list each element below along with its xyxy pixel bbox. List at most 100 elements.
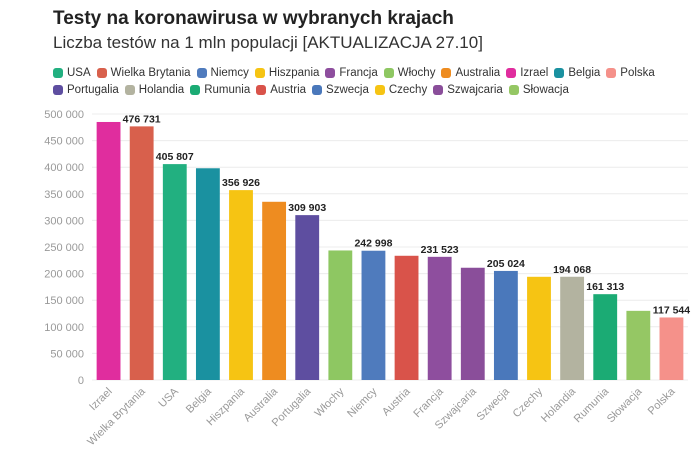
legend-item[interactable]: Portugalia: [53, 83, 119, 97]
bar[interactable]: [659, 317, 684, 380]
legend-swatch: [554, 68, 565, 78]
bar[interactable]: [295, 215, 320, 380]
legend-label: Francja: [339, 67, 378, 79]
bar[interactable]: [527, 276, 551, 380]
data-label: 356 926: [222, 177, 260, 189]
legend-label: Czechy: [388, 84, 428, 96]
x-tick-label: Słowacja: [605, 385, 645, 425]
legend-item[interactable]: Hiszpania: [254, 66, 320, 80]
data-label: 231 523: [421, 244, 459, 256]
y-tick-label: 400 000: [44, 162, 84, 174]
legend-item[interactable]: Niemcy: [196, 66, 249, 80]
legend-swatch: [256, 85, 267, 95]
x-tick-label: Izrael: [87, 386, 115, 414]
chart-title: Testy na koronawirusa w wybranych krajac…: [53, 8, 454, 29]
y-tick-label: 300 000: [44, 215, 84, 227]
legend-swatch: [441, 68, 452, 78]
y-tick-label: 350 000: [44, 189, 84, 201]
x-tick-label: Wielka Brytania: [85, 385, 148, 448]
legend-label: Niemcy: [210, 67, 249, 79]
y-tick-label: 450 000: [44, 136, 84, 148]
chart-subtitle: Liczba testów na 1 mln populacji [AKTUAL…: [53, 33, 483, 52]
bar[interactable]: [195, 168, 220, 380]
legend-swatch: [506, 68, 517, 78]
y-tick-label: 100 000: [44, 322, 84, 334]
legend-item[interactable]: Włochy: [383, 66, 436, 80]
legend-label: Austria: [270, 84, 307, 96]
bar[interactable]: [96, 121, 121, 380]
legend-label: Hiszpania: [268, 67, 320, 79]
legend-swatch: [196, 68, 207, 78]
legend-item[interactable]: Francja: [325, 66, 378, 80]
legend-label: Słowacja: [522, 84, 569, 96]
data-label: 309 903: [288, 202, 326, 214]
legend-swatch: [383, 68, 394, 78]
bar[interactable]: [328, 250, 353, 380]
legend-item[interactable]: Wielka Brytania: [96, 66, 191, 80]
legend-item[interactable]: Słowacja: [508, 83, 569, 97]
legend-swatch: [124, 85, 135, 95]
bar[interactable]: [460, 267, 485, 380]
legend-swatch: [96, 68, 107, 78]
data-label: 476 731: [123, 113, 161, 125]
legend-swatch: [53, 85, 63, 95]
legend-label: Szwecja: [326, 84, 369, 96]
bar[interactable]: [394, 255, 419, 380]
legend-label: Rumunia: [204, 84, 251, 96]
bar[interactable]: [361, 250, 386, 380]
bar[interactable]: [129, 126, 154, 380]
bar[interactable]: [493, 270, 518, 380]
legend-item[interactable]: Szwecja: [312, 83, 369, 97]
bar[interactable]: [560, 276, 585, 380]
legend-item[interactable]: Rumunia: [190, 83, 250, 97]
legend-swatch: [312, 85, 323, 95]
data-label: 205 024: [487, 258, 525, 270]
legend-label: Belgia: [568, 67, 601, 79]
legend-swatch: [53, 68, 63, 78]
x-tick-label: Belgia: [184, 385, 215, 416]
x-tick-label: Polska: [646, 385, 678, 417]
legend-label: Australia: [455, 67, 501, 79]
y-tick-label: 500 000: [44, 109, 84, 121]
x-tick-label: USA: [156, 385, 181, 410]
x-tick-label: Włochy: [312, 385, 346, 419]
legend-item[interactable]: Austria: [256, 83, 306, 97]
bar[interactable]: [162, 164, 187, 380]
y-tick-label: 200 000: [44, 269, 84, 281]
legend-swatch: [508, 85, 519, 95]
data-label: 194 068: [553, 264, 591, 276]
legend-item[interactable]: Belgia: [554, 66, 600, 80]
data-label: 161 313: [586, 281, 624, 293]
legend-label: Polska: [620, 67, 655, 79]
legend-label: Włochy: [397, 67, 436, 79]
y-tick-label: 0: [78, 375, 84, 387]
data-label: 117 544: [653, 304, 691, 316]
bar[interactable]: [262, 201, 287, 380]
legend-swatch: [433, 85, 444, 95]
legend-item[interactable]: Holandia: [124, 83, 185, 97]
legend-swatch: [325, 68, 336, 78]
legend-item[interactable]: Australia: [441, 66, 500, 80]
x-tick-label: Szwecja: [475, 385, 513, 423]
legend-item[interactable]: Czechy: [374, 83, 428, 97]
data-label: 405 807: [156, 151, 194, 163]
legend-item[interactable]: USA: [53, 66, 91, 80]
bar[interactable]: [427, 256, 452, 380]
data-label: 242 998: [354, 238, 392, 250]
y-tick-label: 150 000: [44, 295, 84, 307]
bar[interactable]: [593, 294, 618, 380]
legend-item[interactable]: Szwajcaria: [433, 83, 503, 97]
legend-swatch: [190, 85, 201, 95]
legend-swatch: [606, 68, 617, 78]
bar[interactable]: [229, 190, 253, 380]
x-tick-label: Niemcy: [345, 385, 380, 420]
bar[interactable]: [626, 310, 651, 380]
legend-swatch: [254, 68, 265, 78]
x-tick-label: Austria: [380, 385, 413, 418]
legend-item[interactable]: Polska: [606, 66, 655, 80]
legend-item[interactable]: Izrael: [506, 66, 548, 80]
y-tick-label: 250 000: [44, 242, 84, 254]
legend-label: Szwajcaria: [447, 84, 503, 96]
legend-label: Holandia: [138, 84, 185, 96]
